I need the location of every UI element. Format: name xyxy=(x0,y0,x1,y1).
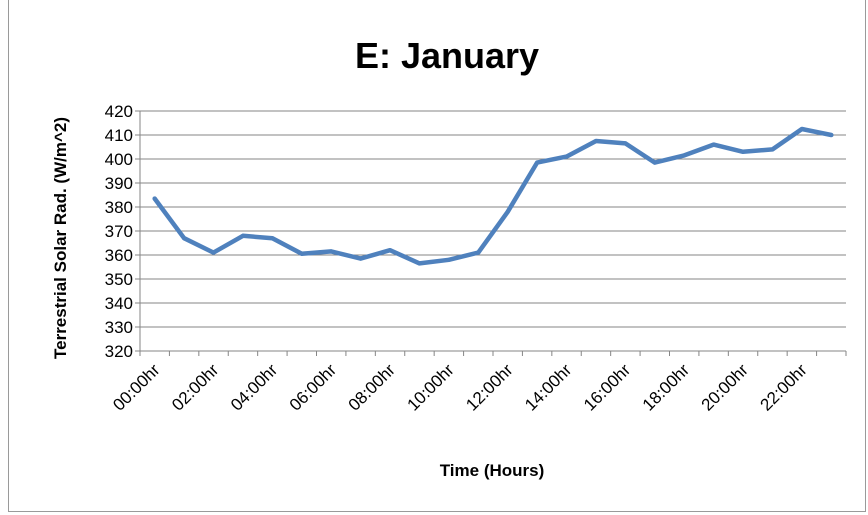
y-tick-label: 380 xyxy=(105,198,133,217)
y-tick-label: 410 xyxy=(105,126,133,145)
data-point-23:00hr xyxy=(829,133,834,137)
x-tick-label: 12:00hr xyxy=(462,360,516,414)
data-point-06:00hr xyxy=(329,249,334,254)
axes xyxy=(135,110,847,356)
x-tick-label: 16:00hr xyxy=(580,360,634,414)
x-axis-title: Time (Hours) xyxy=(440,461,545,480)
data-point-13:00hr xyxy=(535,160,540,165)
x-tick-label: 10:00hr xyxy=(403,360,457,414)
data-point-21:00hr xyxy=(770,147,775,152)
x-tick-label: 06:00hr xyxy=(286,360,340,414)
x-axis-ticks: 00:00hr 02:00hr 04:00hr 06:00hr 08:00hr 10:00… xyxy=(109,360,811,414)
series-group xyxy=(152,126,834,266)
chart-frame xyxy=(8,0,866,512)
data-point-12:00hr xyxy=(505,209,510,214)
data-point-03:00hr xyxy=(240,233,245,238)
x-tick-label: 18:00hr xyxy=(639,360,693,414)
y-tick-label: 360 xyxy=(105,246,133,265)
y-tick-label: 390 xyxy=(105,174,133,193)
data-point-11:00hr xyxy=(476,250,481,255)
data-point-09:00hr xyxy=(417,261,422,266)
data-point-22:00hr xyxy=(799,127,804,131)
series-line xyxy=(152,126,834,266)
data-point-08:00hr xyxy=(388,248,393,253)
y-tick-label: 370 xyxy=(105,222,133,241)
x-tick-label: 14:00hr xyxy=(521,360,575,414)
x-tick-label: 00:00hr xyxy=(109,360,163,414)
chart-title: E: January xyxy=(355,35,539,76)
data-point-02:00hr xyxy=(211,250,216,255)
y-tick-label: 320 xyxy=(105,342,133,361)
y-axis-ticks: 320 330 340 350 360 370 380 390 400 410 420 xyxy=(105,102,133,361)
y-tick-label: 340 xyxy=(105,294,133,313)
y-tick-label: 350 xyxy=(105,270,133,289)
data-point-05:00hr xyxy=(299,251,304,256)
data-point-10:00hr xyxy=(446,257,451,262)
data-point-15:00hr xyxy=(593,139,598,143)
x-tick-label: 22:00hr xyxy=(756,360,810,414)
y-tick-label: 400 xyxy=(105,150,133,169)
data-point-01:00hr xyxy=(182,236,187,241)
data-point-00:00hr xyxy=(152,196,157,201)
data-point-07:00hr xyxy=(358,256,363,261)
x-tick-label: 02:00hr xyxy=(168,360,222,414)
gridlines xyxy=(140,110,846,328)
data-point-19:00hr xyxy=(711,142,716,147)
data-point-18:00hr xyxy=(682,153,687,158)
x-tick-label: 08:00hr xyxy=(345,360,399,414)
y-axis-title: Terrestrial Solar Rad. (W/m^2) xyxy=(51,117,70,359)
x-tick-label: 04:00hr xyxy=(227,360,281,414)
y-tick-label: 330 xyxy=(105,318,133,337)
data-point-17:00hr xyxy=(652,160,657,165)
data-point-14:00hr xyxy=(564,154,569,159)
data-point-16:00hr xyxy=(623,141,628,146)
data-point-20:00hr xyxy=(741,149,746,154)
y-tick-label: 420 xyxy=(105,102,133,121)
x-tick-label: 20:00hr xyxy=(698,360,752,414)
data-point-04:00hr xyxy=(270,236,275,241)
